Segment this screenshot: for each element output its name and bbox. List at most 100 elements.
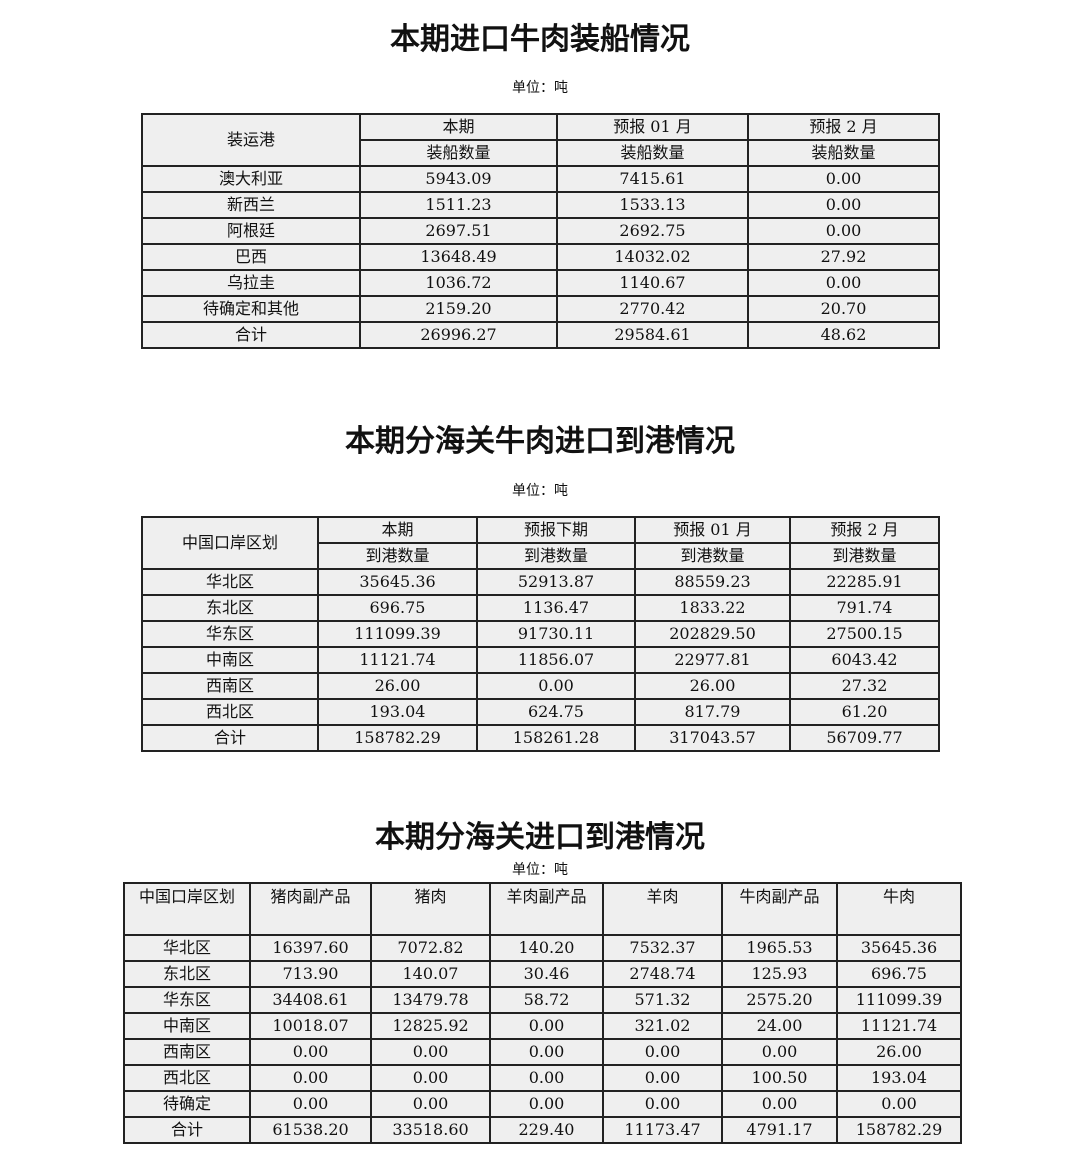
table-cell: 26996.27 [359, 321, 558, 349]
table-cell: 13479.78 [370, 986, 491, 1014]
table-cell: 26.00 [317, 672, 478, 700]
table-cell: 125.93 [721, 960, 838, 988]
column-header: 装运港 [141, 113, 361, 167]
row-label: 中南区 [123, 1012, 251, 1040]
table-row: 待确定和其他 2159.20 2770.42 20.70 [141, 295, 940, 323]
section3-title: 本期分海关进口到港情况 [375, 820, 705, 855]
table-row: 合计 158782.29 158261.28 317043.57 56709.77 [141, 724, 940, 752]
beef-arrival-table: 中国口岸区划 本期 预报下期 预报 01 月预报 2 月到港数量 到港数量 到港数量 到港数… [141, 516, 940, 752]
table-cell: 12825.92 [370, 1012, 491, 1040]
table-cell: 0.00 [249, 1090, 372, 1118]
table-cell: 27.32 [789, 672, 940, 700]
row-label: 合计 [123, 1116, 251, 1144]
table-cell: 0.00 [602, 1038, 723, 1066]
table-cell: 1136.47 [476, 594, 636, 622]
table-row: 巴西 13648.49 14032.02 27.92 [141, 243, 940, 271]
table-cell: 6043.42 [789, 646, 940, 674]
table-cell: 58.72 [489, 986, 604, 1014]
table-cell: 0.00 [721, 1038, 838, 1066]
table-row: 西南区 26.00 0.00 26.00 27.32 [141, 672, 940, 700]
shipment-table: 装运港 本期 预报 01 月预报 2 月装船数量 装船数量 装船数量 澳大利亚 5943.0… [141, 113, 940, 349]
table-row: 合计 61538.20 33518.60 229.40 11173.47 4791.17 1… [123, 1116, 962, 1144]
table-cell: 696.75 [317, 594, 478, 622]
meat-arrival-table: 中国口岸区划 猪肉副产品 猪肉 羊肉副产品 羊肉 牛肉副产品 牛肉 华北区 16397.60 70… [123, 882, 962, 1144]
table-cell: 7415.61 [556, 165, 749, 193]
table-row: 新西兰 1511.23 1533.13 0.00 [141, 191, 940, 219]
table-row: 东北区 696.75 1136.47 1833.22 791.74 [141, 594, 940, 622]
table-cell: 624.75 [476, 698, 636, 726]
table-cell: 2697.51 [359, 217, 558, 245]
table-cell: 100.50 [721, 1064, 838, 1092]
column-header: 预报 2 月 [789, 516, 940, 544]
table-cell: 0.00 [489, 1012, 604, 1040]
table-cell: 140.07 [370, 960, 491, 988]
table-cell: 0.00 [747, 165, 940, 193]
table-row: 中南区 11121.74 11856.07 22977.81 6043.42 [141, 646, 940, 674]
table-row: 西北区 0.00 0.00 0.00 0.00 100.50 193.04 [123, 1064, 962, 1092]
table-cell: 0.00 [476, 672, 636, 700]
row-label: 合计 [141, 321, 361, 349]
table-cell: 26.00 [634, 672, 791, 700]
column-header: 预报 2 月 [747, 113, 940, 141]
row-label: 乌拉圭 [141, 269, 361, 297]
table-cell: 1833.22 [634, 594, 791, 622]
column-header: 本期 [359, 113, 558, 141]
table-row: 华北区 16397.60 7072.82 140.20 7532.37 1965.53 35… [123, 934, 962, 962]
row-label: 新西兰 [141, 191, 361, 219]
column-header: 羊肉 [602, 882, 723, 936]
table-cell: 35645.36 [317, 568, 478, 596]
table-cell: 10018.07 [249, 1012, 372, 1040]
table-cell: 22285.91 [789, 568, 940, 596]
column-subheader: 装船数量 [747, 139, 940, 167]
table-cell: 30.46 [489, 960, 604, 988]
table-cell: 56709.77 [789, 724, 940, 752]
row-label: 合计 [141, 724, 319, 752]
table-cell: 0.00 [721, 1090, 838, 1118]
column-header: 牛肉 [836, 882, 962, 936]
table-cell: 11121.74 [836, 1012, 962, 1040]
table-cell: 91730.11 [476, 620, 636, 648]
table-cell: 11173.47 [602, 1116, 723, 1144]
table-cell: 88559.23 [634, 568, 791, 596]
column-header: 羊肉副产品 [489, 882, 604, 936]
table-row: 华东区 34408.61 13479.78 58.72 571.32 2575.20 111… [123, 986, 962, 1014]
header-row: 中国口岸区划 猪肉副产品 猪肉 羊肉副产品 羊肉 牛肉副产品 牛肉 [123, 882, 962, 936]
table-row: 东北区 713.90 140.07 30.46 2748.74 125.93 696.75 [123, 960, 962, 988]
column-header: 猪肉副产品 [249, 882, 372, 936]
table-row: 华东区 111099.39 91730.11 202829.50 27500.15 [141, 620, 940, 648]
table-cell: 193.04 [836, 1064, 962, 1092]
table-cell: 111099.39 [317, 620, 478, 648]
row-label: 华北区 [141, 568, 319, 596]
table-cell: 0.00 [370, 1038, 491, 1066]
table-cell: 321.02 [602, 1012, 723, 1040]
table-cell: 2692.75 [556, 217, 749, 245]
table-cell: 24.00 [721, 1012, 838, 1040]
table-cell: 1140.67 [556, 269, 749, 297]
table-cell: 13648.49 [359, 243, 558, 271]
row-label: 华北区 [123, 934, 251, 962]
column-subheader: 装船数量 [359, 139, 558, 167]
table-cell: 2159.20 [359, 295, 558, 323]
row-label: 西南区 [141, 672, 319, 700]
header-row: 装运港 本期 预报 01 月预报 2 月 [141, 113, 940, 167]
table-cell: 7072.82 [370, 934, 491, 962]
table-row: 乌拉圭 1036.72 1140.67 0.00 [141, 269, 940, 297]
table-cell: 0.00 [836, 1090, 962, 1118]
table-cell: 158782.29 [836, 1116, 962, 1144]
table-cell: 1036.72 [359, 269, 558, 297]
table-cell: 7532.37 [602, 934, 723, 962]
column-header: 中国口岸区划 [123, 882, 251, 936]
table-cell: 0.00 [747, 269, 940, 297]
row-label: 待确定和其他 [141, 295, 361, 323]
table-cell: 0.00 [249, 1038, 372, 1066]
column-header: 牛肉副产品 [721, 882, 838, 936]
table-cell: 158261.28 [476, 724, 636, 752]
table-cell: 817.79 [634, 698, 791, 726]
row-label: 待确定 [123, 1090, 251, 1118]
row-label: 华东区 [141, 620, 319, 648]
table-cell: 11121.74 [317, 646, 478, 674]
table-cell: 193.04 [317, 698, 478, 726]
table-row: 中南区 10018.07 12825.92 0.00 321.02 24.00 11121.… [123, 1012, 962, 1040]
table-cell: 0.00 [489, 1090, 604, 1118]
table-row: 待确定 0.00 0.00 0.00 0.00 0.00 0.00 [123, 1090, 962, 1118]
